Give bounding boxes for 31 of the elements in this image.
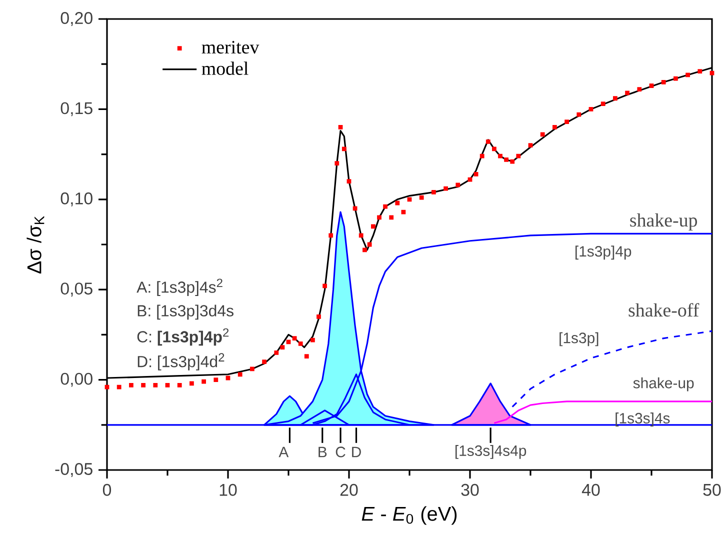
y-tick-label: 0,05 [60,282,92,297]
y-axis-title: Δσ /σ$_{K}$ [26,216,44,274]
annotation: C [336,446,346,458]
annotation: A: [1s3p]4s$^{2}$ [136,278,222,296]
x-tick-label: 20 [340,484,358,496]
annotation: shake-off [628,303,700,317]
annotation: D [352,446,361,458]
annotation: D: [1s3p]4d$^{2}$ [138,353,224,370]
annotation: B: [1s3p]3d4s [138,304,234,320]
annotation: [1s3s]4s [616,412,670,426]
legend-label: meritev [202,40,260,54]
x-axis-title: E - E$_{0}$ (eV) [362,506,457,525]
y-tick-label: 0,10 [60,192,92,206]
y-tick-label: 0,20 [60,12,92,26]
annotation: B [318,446,327,458]
annotation: [1s3p] [560,332,598,346]
x-tick-label: 40 [582,484,600,496]
y-tick-label: -0,05 [55,463,92,477]
x-tick-label: 30 [461,484,479,496]
annotation: [1s3p]4p [575,246,632,260]
y-tick-label: 0,15 [60,102,92,116]
annotation: [1s3s]4s4p [455,445,526,459]
legend-label: model [202,62,248,75]
x-tick-label: 10 [220,484,237,496]
x-tick-label: 0 [102,484,112,496]
annotation: C: [1s3p]4p$^{2}$ [137,328,229,346]
annotation: shake-up [633,377,694,392]
x-tick-label: 50 [703,484,721,496]
y-tick-label: 0,00 [60,372,92,387]
annotation: A [278,446,289,458]
annotation: shake-up [630,213,698,231]
